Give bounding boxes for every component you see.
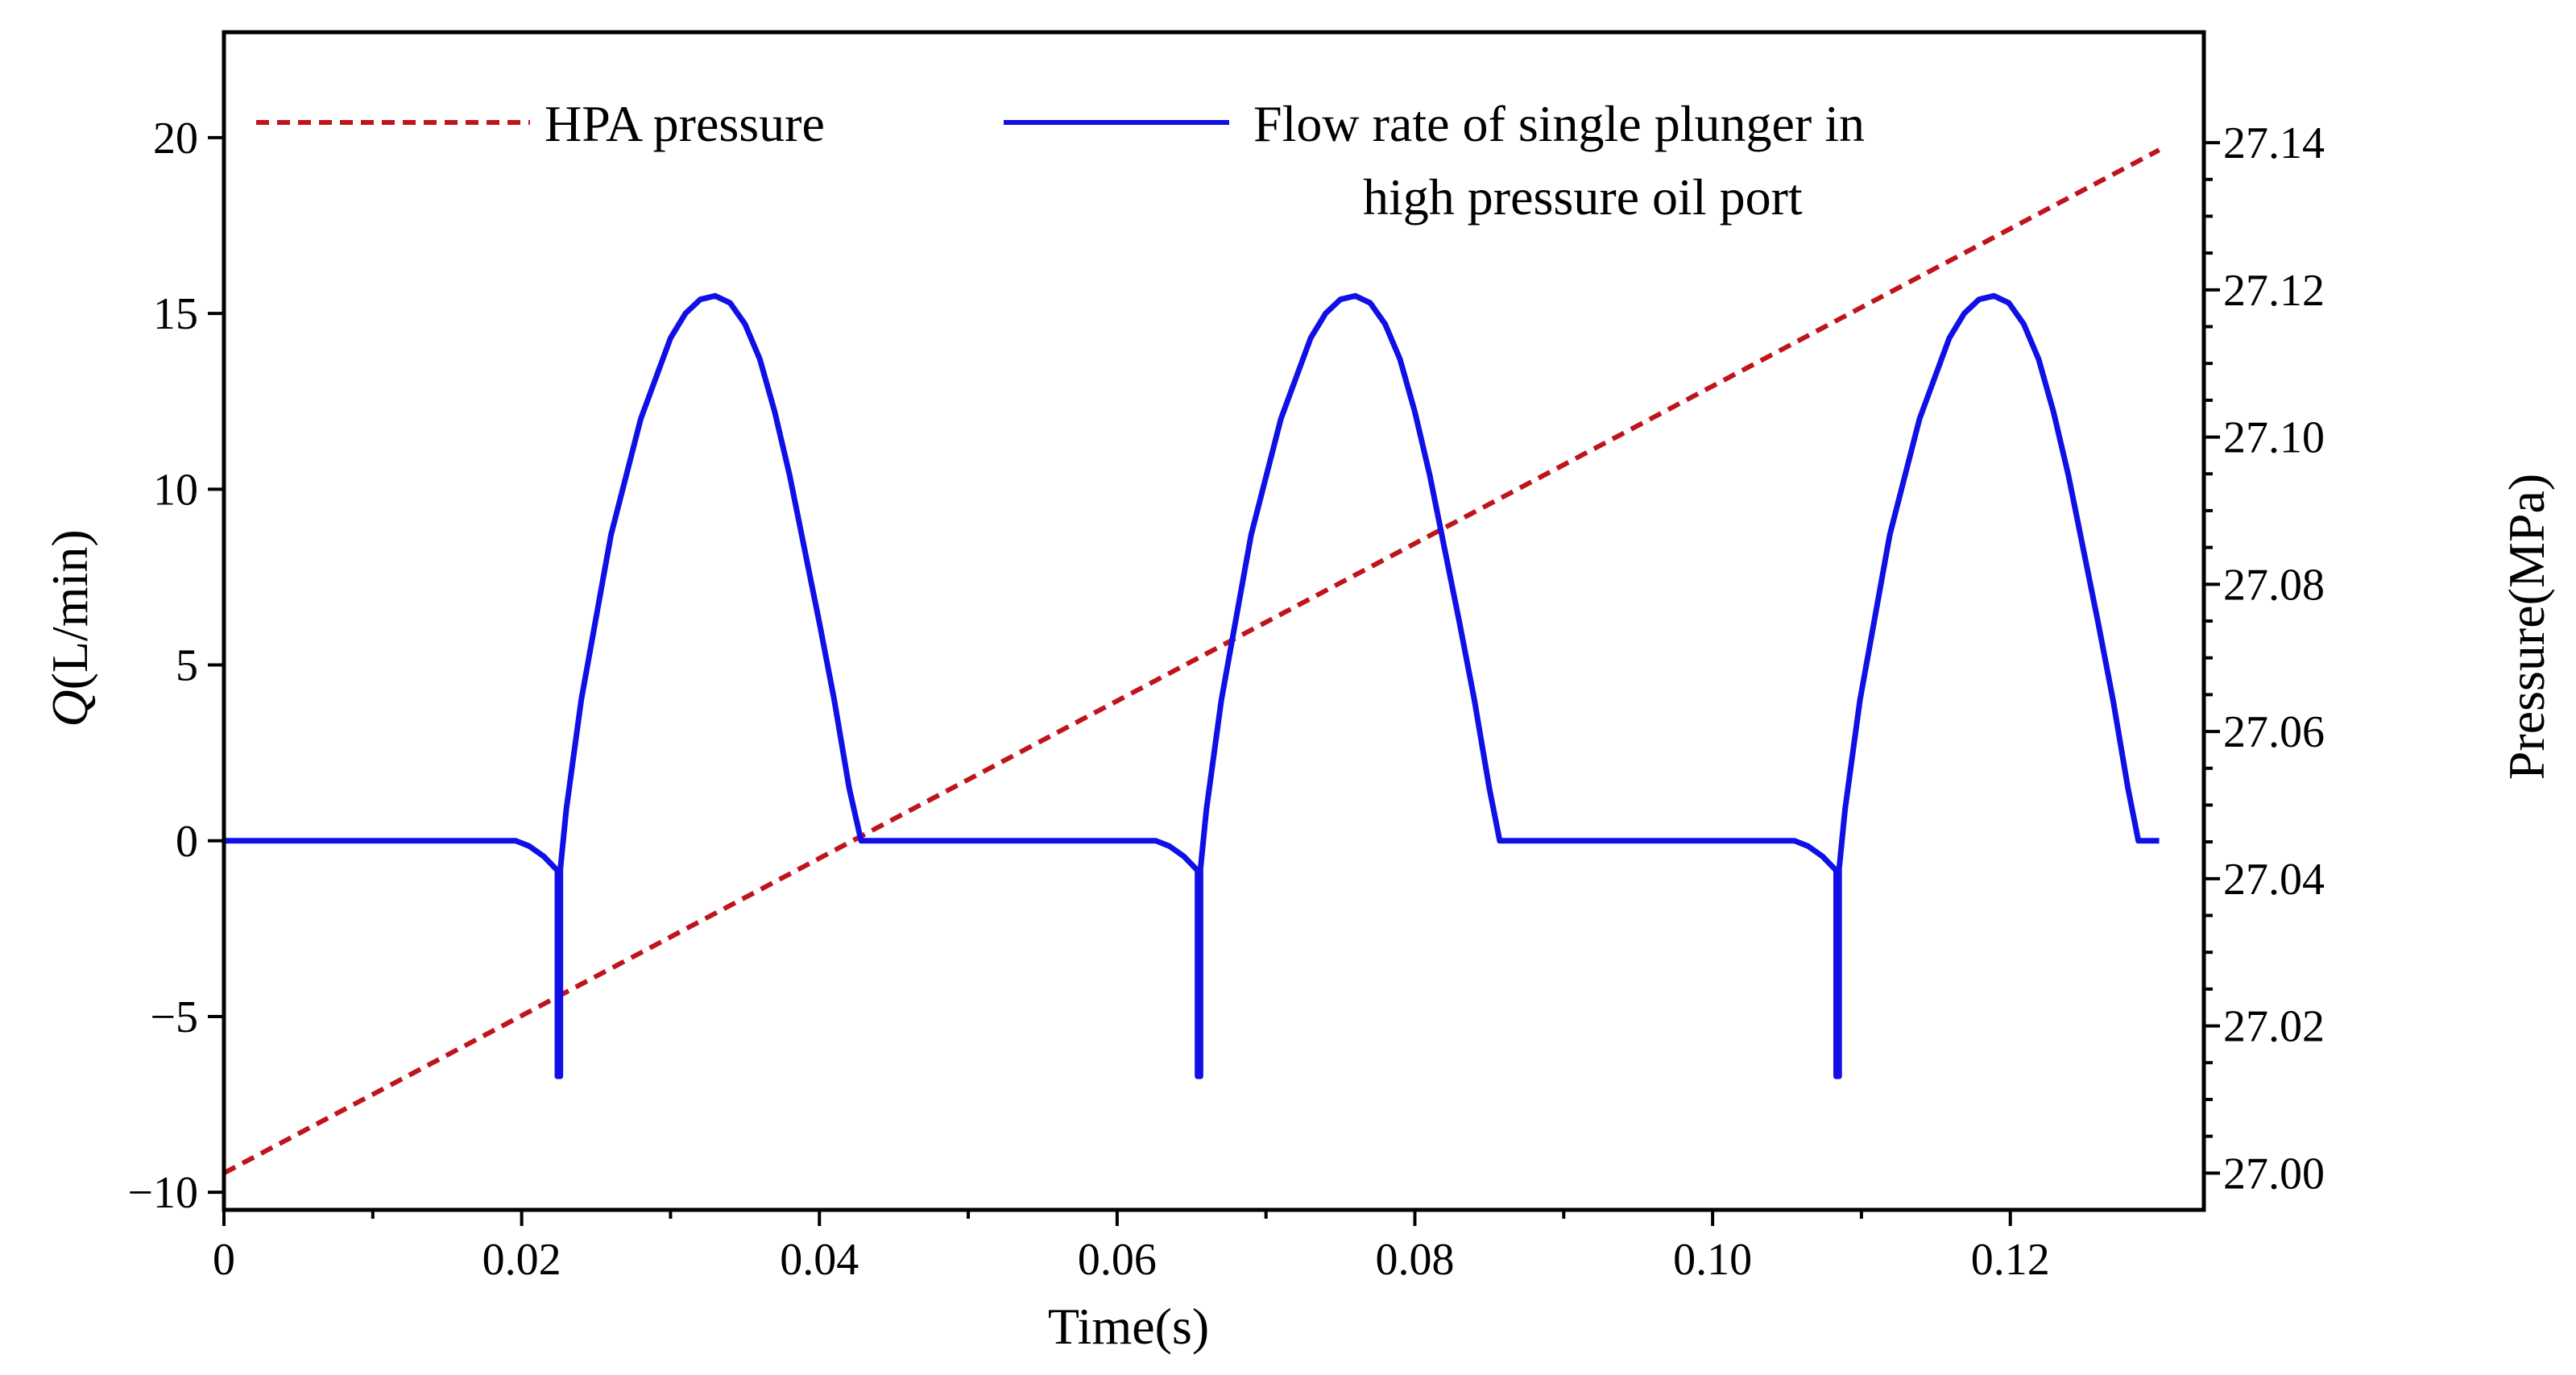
y-right-axis-title: Pressure(MPa) xyxy=(2498,474,2555,780)
x-tick-label: 0 xyxy=(213,1235,235,1285)
y-left-tick-label: −5 xyxy=(150,992,198,1042)
y-left-tick-label: 10 xyxy=(153,465,198,515)
x-tick-label: 0.04 xyxy=(780,1235,859,1285)
y-left-tick-label: 5 xyxy=(176,641,198,691)
legend-label-hpa-pressure: HPA pressure xyxy=(545,95,825,152)
y-left-axis-title: Q(L/min) xyxy=(41,529,98,727)
y-left-axis-title-italic: Q xyxy=(41,690,98,727)
y-left-tick-label: 0 xyxy=(176,817,198,867)
plot-frame xyxy=(222,30,2206,1212)
y-right-tick-label: 27.10 xyxy=(2223,413,2325,463)
legend-label-flow-rate-line-1: Flow rate of single plunger in xyxy=(1253,95,1865,152)
y-left-tick-label: 15 xyxy=(153,289,198,339)
labels-layer: 0 0.02 0.04 0.06 0.08 0.10 0.12 −10 −5 0 5 10 15 20 27… xyxy=(127,114,2325,1285)
y-right-tick-label: 27.14 xyxy=(2223,118,2325,168)
y-right-tick-label: 27.06 xyxy=(2223,707,2325,757)
x-tick-label: 0.06 xyxy=(1078,1235,1157,1285)
y-left-axis-title-unit: (L/min) xyxy=(41,529,98,690)
x-tick-label: 0.10 xyxy=(1673,1235,1752,1285)
y-right-tick-label: 27.02 xyxy=(2223,1002,2325,1052)
y-right-tick-label: 27.00 xyxy=(2223,1149,2325,1199)
x-tick-label: 0.12 xyxy=(1971,1235,2050,1285)
x-axis-title: Time(s) xyxy=(1048,1298,1209,1355)
y-left-tick-label: 20 xyxy=(153,114,198,164)
x-tick-label: 0.02 xyxy=(482,1235,561,1285)
y-right-tick-label: 27.12 xyxy=(2223,266,2325,316)
y-right-tick-label: 27.08 xyxy=(2223,560,2325,610)
series-layer xyxy=(222,147,2160,1175)
y-left-tick-label: −10 xyxy=(127,1168,198,1218)
legend-label-flow-rate-line-2: high pressure oil port xyxy=(1363,168,1803,226)
series-line-flow-rate xyxy=(224,292,2160,1079)
series-line-hpa-pressure xyxy=(222,147,2160,1175)
y-right-tick-label: 27.04 xyxy=(2223,855,2325,905)
x-tick-label: 0.08 xyxy=(1375,1235,1454,1285)
legend: HPA pressure Flow rate of single plunger… xyxy=(256,95,1865,226)
